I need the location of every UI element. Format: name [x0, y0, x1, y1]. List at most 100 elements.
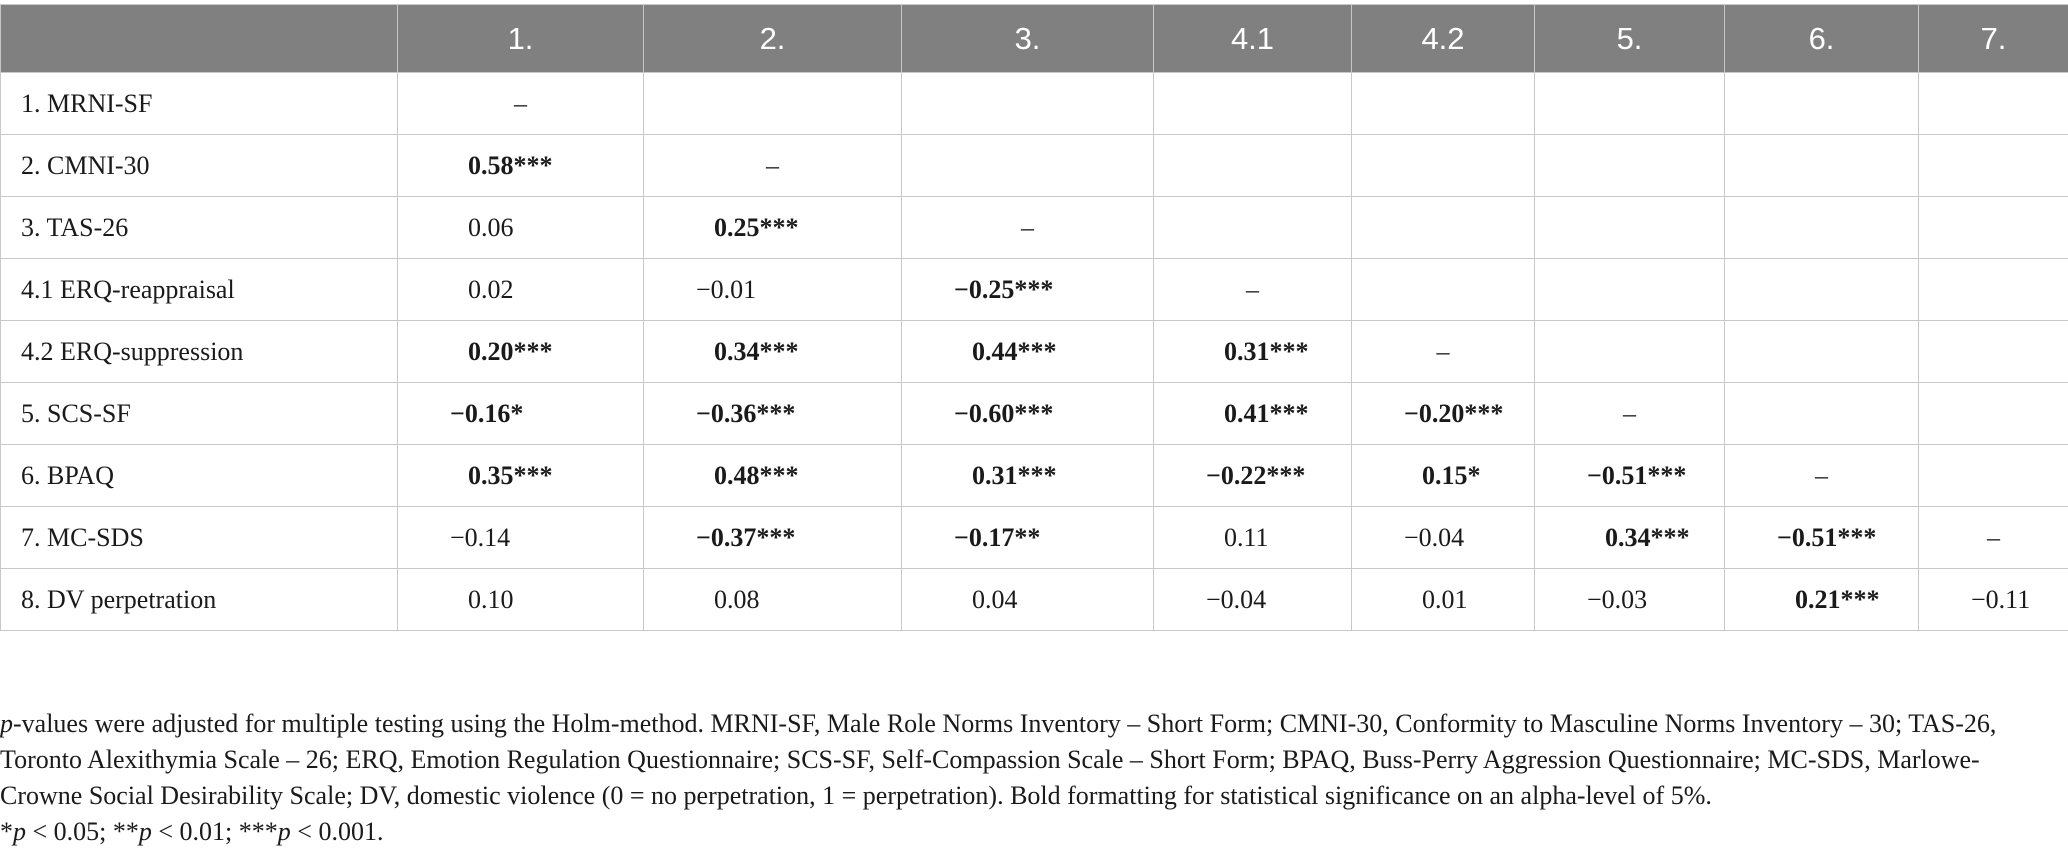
diagonal-dash-cell: –: [1919, 507, 2068, 569]
empty-cell: [1919, 383, 2068, 445]
note-abbreviations: p-values were adjusted for multiple test…: [0, 706, 2060, 814]
diagonal-dash-cell: –: [1535, 383, 1725, 445]
note-p-italic: p: [278, 817, 291, 846]
header-cell-col-4: 4.1: [1154, 5, 1352, 73]
empty-cell: [1535, 135, 1725, 197]
row-label: 5. SCS-SF: [1, 383, 398, 445]
correlation-cell: −0.01: [644, 259, 902, 321]
significant-correlation-cell: 0.48***: [644, 445, 902, 507]
significant-correlation-cell: −0.20***: [1352, 383, 1535, 445]
diagonal-dash-cell: –: [902, 197, 1154, 259]
significant-correlation-cell: 0.25***: [644, 197, 902, 259]
empty-cell: [1535, 321, 1725, 383]
significant-correlation-cell: −0.16*: [398, 383, 644, 445]
empty-cell: [1725, 259, 1919, 321]
significant-correlation-cell: −0.60***: [902, 383, 1154, 445]
row-label: 3. TAS-26: [1, 197, 398, 259]
correlation-cell: 0.01: [1352, 569, 1535, 631]
diagonal-dash-cell: –: [398, 73, 644, 135]
correlation-cell: 0.11: [1154, 507, 1352, 569]
header-cell-col-2: 2.: [644, 5, 902, 73]
empty-cell: [1352, 73, 1535, 135]
significant-correlation-cell: 0.20***: [398, 321, 644, 383]
empty-cell: [1154, 135, 1352, 197]
significant-correlation-cell: −0.22***: [1154, 445, 1352, 507]
note-p-italic: p: [13, 817, 26, 846]
significant-correlation-cell: 0.34***: [644, 321, 902, 383]
significant-correlation-cell: 0.21***: [1725, 569, 1919, 631]
note-p-italic: p: [0, 709, 13, 738]
correlation-cell: 0.10: [398, 569, 644, 631]
empty-cell: [1919, 445, 2068, 507]
empty-cell: [1919, 197, 2068, 259]
significant-correlation-cell: 0.35***: [398, 445, 644, 507]
correlation-cell: 0.04: [902, 569, 1154, 631]
correlation-cell: 0.02: [398, 259, 644, 321]
empty-cell: [1725, 135, 1919, 197]
empty-cell: [902, 135, 1154, 197]
header-cell-variable: [1, 5, 398, 73]
significant-correlation-cell: −0.37***: [644, 507, 902, 569]
row-label: 4.1 ERQ-reappraisal: [1, 259, 398, 321]
significant-correlation-cell: 0.34***: [1535, 507, 1725, 569]
table-row: 1. MRNI-SF–: [1, 73, 2068, 135]
significant-correlation-cell: 0.58***: [398, 135, 644, 197]
significant-correlation-cell: −0.36***: [644, 383, 902, 445]
empty-cell: [1154, 73, 1352, 135]
significant-correlation-cell: −0.17**: [902, 507, 1154, 569]
header-cell-col-8: 7.: [1919, 5, 2068, 73]
significant-correlation-cell: 0.31***: [902, 445, 1154, 507]
table-note: p-values were adjusted for multiple test…: [0, 706, 2060, 850]
correlation-cell: −0.04: [1154, 569, 1352, 631]
empty-cell: [1919, 259, 2068, 321]
note-significance-text: < 0.001.: [291, 817, 384, 846]
empty-cell: [1725, 73, 1919, 135]
empty-cell: [1352, 259, 1535, 321]
empty-cell: [1154, 197, 1352, 259]
empty-cell: [1725, 383, 1919, 445]
header-cell-col-1: 1.: [398, 5, 644, 73]
diagonal-dash-cell: –: [1352, 321, 1535, 383]
diagonal-dash-cell: –: [644, 135, 902, 197]
correlation-cell: 0.08: [644, 569, 902, 631]
note-significance-text: *: [0, 817, 13, 846]
empty-cell: [1535, 197, 1725, 259]
row-label: 7. MC-SDS: [1, 507, 398, 569]
correlation-cell: −0.14: [398, 507, 644, 569]
significant-correlation-cell: 0.44***: [902, 321, 1154, 383]
row-label: 6. BPAQ: [1, 445, 398, 507]
empty-cell: [1352, 197, 1535, 259]
empty-cell: [902, 73, 1154, 135]
note-p-italic: p: [139, 817, 152, 846]
empty-cell: [1919, 135, 2068, 197]
significant-correlation-cell: 0.15*: [1352, 445, 1535, 507]
correlation-cell: −0.03: [1535, 569, 1725, 631]
empty-cell: [1535, 73, 1725, 135]
correlation-cell: −0.11: [1919, 569, 2068, 631]
empty-cell: [1535, 259, 1725, 321]
correlation-cell: −0.04: [1352, 507, 1535, 569]
note-abbreviations-text: -values were adjusted for multiple testi…: [0, 709, 1996, 810]
significant-correlation-cell: 0.41***: [1154, 383, 1352, 445]
header-cell-col-3: 3.: [902, 5, 1154, 73]
diagonal-dash-cell: –: [1154, 259, 1352, 321]
note-significance-text: < 0.05; **: [26, 817, 139, 846]
significant-correlation-cell: 0.31***: [1154, 321, 1352, 383]
row-label: 2. CMNI-30: [1, 135, 398, 197]
empty-cell: [1919, 321, 2068, 383]
note-significance-text: < 0.01; ***: [152, 817, 278, 846]
table-row: 5. SCS-SF−0.16*−0.36***−0.60***0.41***−0…: [1, 383, 2068, 445]
row-label: 8. DV perpetration: [1, 569, 398, 631]
row-label: 1. MRNI-SF: [1, 73, 398, 135]
correlation-cell: 0.06: [398, 197, 644, 259]
header-cell-col-5: 4.2: [1352, 5, 1535, 73]
